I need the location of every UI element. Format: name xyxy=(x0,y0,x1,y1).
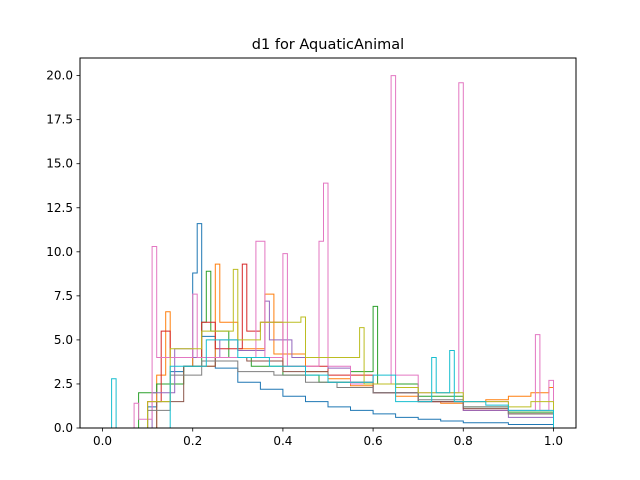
y-tick-label: 15.0 xyxy=(46,157,73,171)
x-tick-label: 0.0 xyxy=(93,434,112,448)
series-layer xyxy=(111,75,558,429)
x-tick-label: 0.6 xyxy=(364,434,383,448)
series-10-step-line xyxy=(169,339,558,429)
y-tick-label: 10.0 xyxy=(46,245,73,259)
y-axis: 0.0 2.5 5.0 7.5 10.0 12.5 15.0 17.5 20.0 xyxy=(46,69,80,435)
x-tick-label: 0.8 xyxy=(454,434,473,448)
x-axis: 0.0 0.2 0.4 0.6 0.8 1.0 xyxy=(93,428,563,448)
y-tick-label: 2.5 xyxy=(54,377,73,391)
y-tick-label: 5.0 xyxy=(54,333,73,347)
y-tick-label: 17.5 xyxy=(46,113,73,127)
chart-title: d1 for AquaticAnimal xyxy=(252,37,404,53)
x-tick-label: 1.0 xyxy=(544,434,563,448)
y-tick-label: 12.5 xyxy=(46,201,73,215)
y-tick-label: 7.5 xyxy=(54,289,73,303)
x-tick-label: 0.4 xyxy=(273,434,292,448)
plot-frame xyxy=(79,57,577,429)
x-tick-label: 0.2 xyxy=(183,434,202,448)
y-tick-label: 20.0 xyxy=(46,69,73,83)
y-tick-label: 0.0 xyxy=(54,421,73,435)
